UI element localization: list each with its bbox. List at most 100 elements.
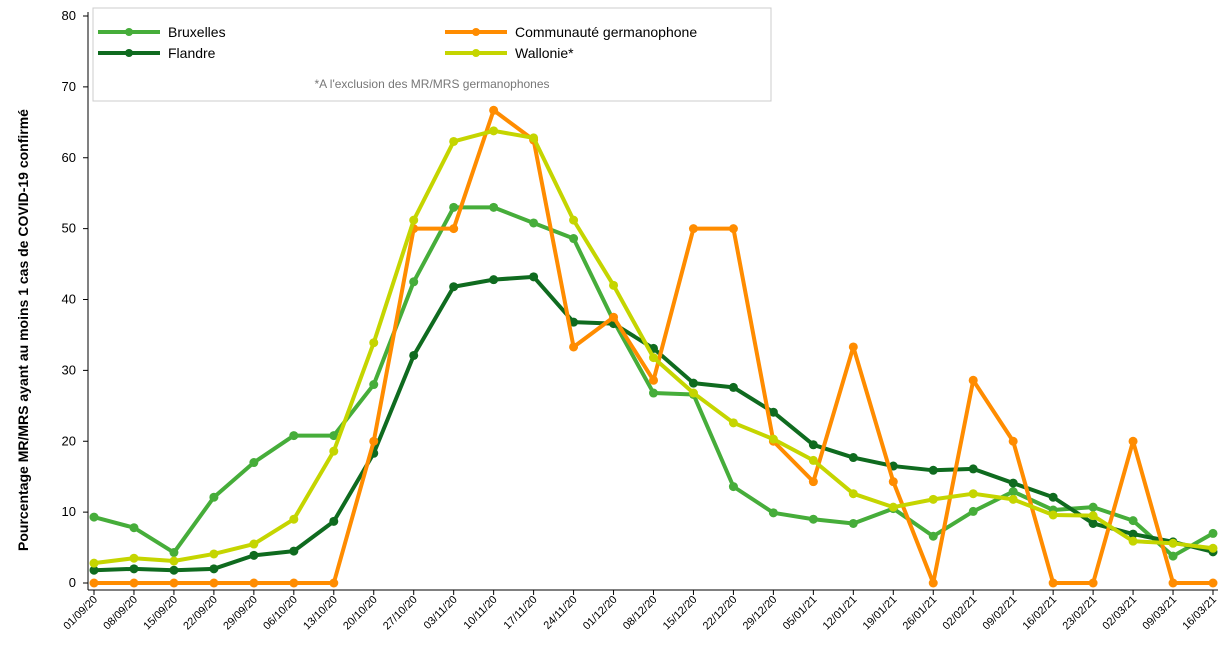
data-point bbox=[1168, 538, 1178, 548]
data-point bbox=[968, 489, 978, 499]
x-tick-label: 19/01/21 bbox=[861, 594, 900, 633]
y-tick-label: 50 bbox=[62, 221, 76, 236]
x-tick-label: 22/12/20 bbox=[701, 594, 740, 633]
data-point bbox=[129, 553, 139, 563]
data-point bbox=[928, 531, 938, 541]
data-point bbox=[1128, 436, 1138, 446]
data-point bbox=[1128, 529, 1138, 539]
data-point bbox=[928, 465, 938, 475]
data-point bbox=[489, 126, 499, 136]
data-point bbox=[209, 578, 219, 588]
data-point bbox=[688, 388, 698, 398]
data-point bbox=[649, 353, 658, 363]
x-tick-label: 17/11/20 bbox=[502, 594, 540, 632]
data-point bbox=[728, 418, 738, 428]
x-tick-label: 06/10/20 bbox=[261, 594, 300, 633]
data-point bbox=[129, 523, 139, 533]
data-point bbox=[169, 578, 179, 588]
data-point bbox=[768, 434, 778, 444]
data-point bbox=[289, 578, 299, 588]
x-tick-label: 09/02/21 bbox=[981, 594, 1020, 633]
data-point bbox=[329, 578, 339, 588]
data-point bbox=[1008, 494, 1018, 504]
x-tick-label: 29/09/20 bbox=[221, 594, 260, 633]
data-point bbox=[329, 446, 339, 456]
data-point bbox=[1208, 543, 1218, 553]
data-point bbox=[169, 565, 179, 575]
x-tick-label: 01/09/20 bbox=[61, 594, 100, 633]
x-tick-label: 16/03/21 bbox=[1180, 594, 1219, 633]
data-point bbox=[409, 215, 419, 225]
data-point bbox=[1168, 578, 1178, 588]
data-point bbox=[1208, 578, 1218, 588]
data-point bbox=[529, 133, 539, 143]
data-point bbox=[169, 548, 179, 558]
data-point bbox=[489, 275, 499, 285]
x-tick-label: 05/01/21 bbox=[781, 594, 820, 633]
x-tick-label: 24/11/20 bbox=[541, 594, 579, 632]
data-point bbox=[1088, 518, 1098, 528]
y-tick-label: 30 bbox=[62, 362, 76, 377]
data-point bbox=[129, 564, 139, 574]
x-tick-label: 12/01/21 bbox=[821, 594, 860, 633]
data-point bbox=[1168, 551, 1178, 561]
y-tick-label: 20 bbox=[62, 433, 76, 448]
data-point bbox=[808, 477, 818, 487]
x-tick-label: 08/09/20 bbox=[101, 594, 140, 633]
data-point bbox=[289, 546, 299, 556]
data-point bbox=[529, 218, 539, 228]
legend-label: Communauté germanophone bbox=[515, 24, 697, 40]
data-point bbox=[1088, 578, 1098, 588]
data-point bbox=[1088, 502, 1098, 512]
data-point bbox=[609, 280, 619, 290]
data-point bbox=[449, 136, 459, 146]
data-point bbox=[529, 272, 539, 282]
data-point bbox=[89, 512, 99, 522]
data-point bbox=[848, 489, 858, 499]
data-point bbox=[688, 224, 698, 234]
x-tick-label: 23/02/21 bbox=[1060, 594, 1099, 633]
data-point bbox=[1008, 478, 1018, 488]
y-tick-label: 10 bbox=[62, 504, 76, 519]
x-tick-label: 27/10/20 bbox=[381, 594, 420, 633]
data-point bbox=[1008, 487, 1018, 497]
x-tick-label: 15/12/20 bbox=[661, 594, 700, 633]
y-tick-label: 0 bbox=[69, 575, 76, 590]
data-point bbox=[489, 202, 499, 212]
data-point bbox=[209, 564, 219, 574]
y-tick-label: 70 bbox=[62, 79, 76, 94]
data-point bbox=[369, 436, 379, 446]
y-tick-label: 40 bbox=[62, 292, 76, 307]
x-tick-label: 10/11/20 bbox=[462, 594, 500, 632]
legend bbox=[92, 7, 772, 102]
x-tick-label: 08/12/20 bbox=[621, 594, 660, 633]
data-point bbox=[1048, 492, 1058, 502]
data-point bbox=[329, 516, 339, 526]
data-point bbox=[289, 431, 299, 441]
data-point bbox=[1048, 578, 1058, 588]
data-point bbox=[249, 578, 259, 588]
data-point bbox=[89, 578, 99, 588]
data-point bbox=[409, 350, 419, 360]
legend-note: *A l'exclusion des MR/MRS germanophones bbox=[314, 77, 549, 91]
data-point bbox=[569, 215, 579, 225]
data-point bbox=[968, 464, 978, 474]
data-point bbox=[209, 549, 219, 559]
data-point bbox=[289, 514, 299, 524]
legend-swatch-marker bbox=[472, 49, 480, 57]
y-tick-label: 60 bbox=[62, 150, 76, 165]
x-tick-label: 09/03/21 bbox=[1140, 594, 1179, 633]
data-point bbox=[968, 375, 978, 385]
data-point bbox=[928, 494, 938, 504]
data-point bbox=[329, 431, 339, 441]
data-point bbox=[768, 508, 778, 518]
legend-swatch-marker bbox=[472, 28, 480, 36]
y-axis-label: Pourcentage MR/MRS ayant au moins 1 cas … bbox=[15, 109, 31, 551]
data-point bbox=[888, 502, 898, 512]
data-point bbox=[808, 440, 818, 450]
y-tick-label: 80 bbox=[62, 8, 76, 23]
data-point bbox=[609, 312, 619, 322]
data-point bbox=[728, 482, 738, 492]
data-point bbox=[489, 105, 499, 115]
data-point bbox=[369, 338, 379, 348]
